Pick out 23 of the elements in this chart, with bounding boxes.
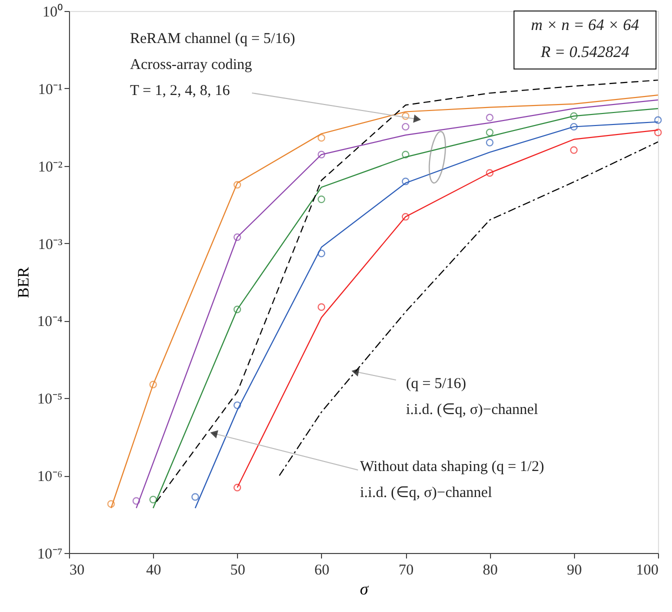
y-tick-label: 10⁻⁴	[37, 314, 62, 330]
x-tick-label: 50	[230, 562, 246, 578]
annotation: ReRAM channel (q = 5/16) Across-array coding T = 1, 2, 4, 8, 16	[130, 31, 296, 99]
y-tick-label: 10⁻⁶	[37, 469, 62, 486]
annotation: m × n = 64 × 64 R = 0.542824	[531, 17, 639, 61]
y-tick-label: 10⁻⁵	[37, 392, 62, 408]
y-tick-label: 10⁻³	[38, 236, 63, 253]
y-tick-label: 10⁻¹	[38, 82, 62, 98]
x-tick-label: 70	[398, 562, 414, 578]
annotation: (q = 5/16) i.i.d. (∈q, σ)−channel	[406, 376, 538, 418]
x-tick-label: 90	[566, 562, 582, 578]
x-tick-label: 30	[70, 562, 84, 578]
y-tick-label: 10⁻⁷	[37, 546, 62, 562]
line-series	[278, 141, 659, 476]
x-tick-label: 40	[146, 562, 162, 578]
x-tick-label: 80	[482, 562, 498, 578]
x-tick-label: 100	[636, 562, 658, 578]
annotation: Without data shaping (q = 1/2) i.i.d. (∈q, σ)−channel	[360, 459, 544, 501]
y-axis-title: BER	[15, 266, 32, 298]
y-tick-label: 10⁰	[42, 4, 62, 20]
x-tick-label: 60	[314, 562, 330, 578]
y-tick-label: 10⁻²	[38, 159, 63, 176]
x-axis-title: σ	[360, 580, 369, 598]
